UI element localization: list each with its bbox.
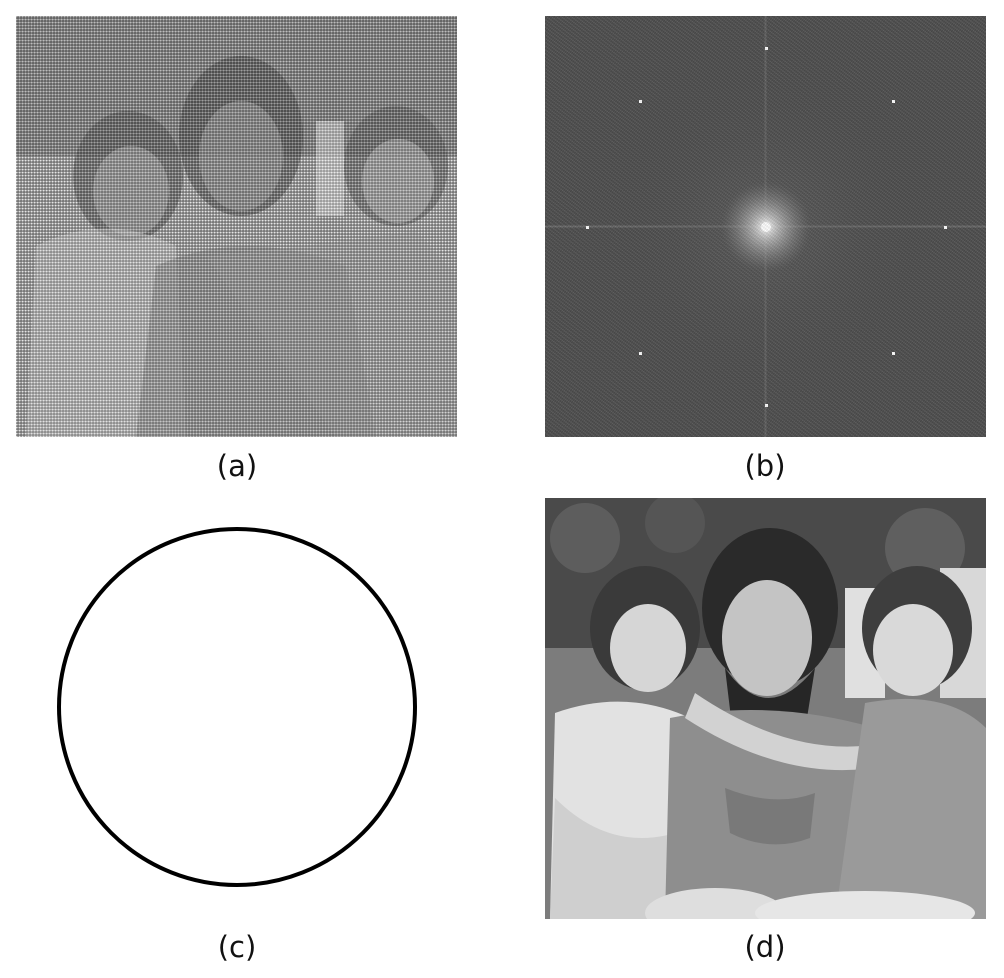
panel-label-d: (d) (744, 930, 786, 964)
spectrum-peak (765, 47, 768, 50)
circle-mask-image (57, 527, 417, 887)
spectrum-peak (639, 100, 642, 103)
fourier-spectrum-panel (545, 16, 986, 437)
noisy-photo-image (16, 16, 457, 437)
fourier-spectrum-image (545, 16, 986, 437)
spectrum-dc-peak (761, 222, 771, 232)
circle-mask-outline (57, 527, 417, 887)
restored-photo-panel (545, 498, 986, 919)
spectrum-peak (639, 352, 642, 355)
panel-label-c: (c) (217, 930, 257, 964)
spectrum-peak (765, 404, 768, 407)
noisy-photo-panel (16, 16, 457, 437)
panel-label-b: (b) (744, 449, 786, 483)
spectrum-peak (892, 100, 895, 103)
spectrum-peak (586, 226, 589, 229)
restored-photo-image (545, 498, 986, 919)
spectrum-noise-peaks (586, 47, 947, 407)
spectrum-peak (892, 352, 895, 355)
spectrum-peak (944, 226, 947, 229)
circle-mask-panel (16, 498, 457, 919)
panel-label-a: (a) (216, 449, 258, 483)
